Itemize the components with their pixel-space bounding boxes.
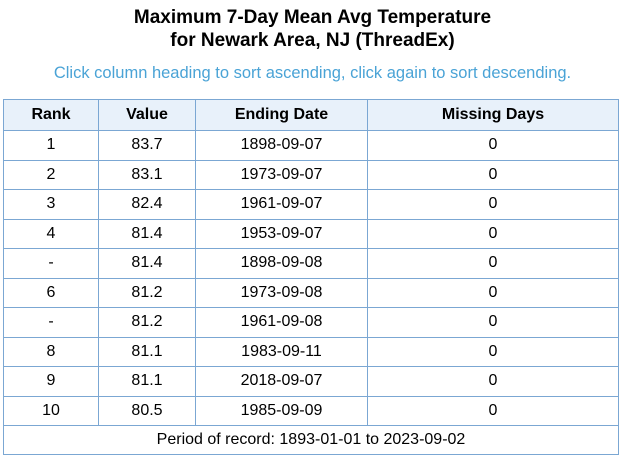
cell-value: 81.1: [98, 366, 196, 397]
cell-value: 82.4: [98, 189, 196, 220]
column-header-rank[interactable]: Rank: [3, 99, 99, 131]
cell-rank: 10: [3, 395, 99, 426]
cell-missing-days: 0: [367, 336, 619, 367]
table-row: 4 81.4 1953-09-07 0: [3, 218, 619, 249]
cell-rank: -: [3, 307, 99, 338]
table-row: -81.2 1961-09-08 0: [3, 307, 619, 338]
page-title: Maximum 7-Day Mean Avg Temperature for N…: [0, 6, 625, 52]
footer-row: Period of record: 1893-01-01 to 2023-09-…: [3, 425, 619, 455]
cell-value: 80.5: [98, 395, 196, 426]
cell-value: 81.4: [98, 218, 196, 249]
cell-ending-date: 1898-09-08: [195, 248, 368, 279]
table-row: 6 81.2 1973-09-08 0: [3, 277, 619, 308]
cell-ending-date: 1973-09-07: [195, 159, 368, 190]
cell-missing-days: 0: [367, 248, 619, 279]
records-table: Rank Value Ending Date Missing Days 1 83.…: [3, 99, 619, 455]
column-header-value[interactable]: Value: [98, 99, 196, 131]
cell-value: 81.1: [98, 336, 196, 367]
table-row: 10 80.5 1985-09-09 0: [3, 395, 619, 426]
cell-rank: 6: [3, 277, 99, 308]
table-row: 8 81.1 1983-09-11 0: [3, 336, 619, 367]
cell-missing-days: 0: [367, 395, 619, 426]
cell-missing-days: 0: [367, 307, 619, 338]
cell-missing-days: 0: [367, 218, 619, 249]
cell-missing-days: 0: [367, 159, 619, 190]
table-row: 3 82.4 1961-09-07 0: [3, 189, 619, 220]
cell-rank: 8: [3, 336, 99, 367]
table-row: 9 81.1 2018-09-07 0: [3, 366, 619, 397]
cell-ending-date: 1961-09-08: [195, 307, 368, 338]
table-row: -81.4 1898-09-08 0: [3, 248, 619, 279]
sort-instructions: Click column heading to sort ascending, …: [53, 64, 572, 82]
cell-rank: -: [3, 248, 99, 279]
cell-ending-date: 1983-09-11: [195, 336, 368, 367]
cell-value: 81.2: [98, 307, 196, 338]
title-line-2: for Newark Area, NJ (ThreadEx): [170, 30, 455, 51]
cell-rank: 3: [3, 189, 99, 220]
cell-ending-date: 1898-09-07: [195, 130, 368, 161]
period-of-record: Period of record: 1893-01-01 to 2023-09-…: [3, 425, 619, 455]
cell-value: 83.7: [98, 130, 196, 161]
cell-rank: 2: [3, 159, 99, 190]
cell-ending-date: 1973-09-08: [195, 277, 368, 308]
table-row: 1 83.7 1898-09-07 0: [3, 130, 619, 161]
cell-missing-days: 0: [367, 277, 619, 308]
cell-value: 81.2: [98, 277, 196, 308]
cell-ending-date: 1961-09-07: [195, 189, 368, 220]
table-row: 2 83.1 1973-09-07 0: [3, 159, 619, 190]
header-row: Rank Value Ending Date Missing Days: [3, 99, 619, 131]
cell-rank: 4: [3, 218, 99, 249]
cell-value: 81.4: [98, 248, 196, 279]
column-header-missing-days[interactable]: Missing Days: [367, 99, 619, 131]
table-body: 1 83.7 1898-09-07 0 2 83.1 1973-09-07 0 3 82.4 196…: [3, 130, 619, 426]
title-line-1: Maximum 7-Day Mean Avg Temperature: [133, 7, 492, 28]
cell-ending-date: 1953-09-07: [195, 218, 368, 249]
cell-value: 83.1: [98, 159, 196, 190]
cell-rank: 1: [3, 130, 99, 161]
cell-ending-date: 1985-09-09: [195, 395, 368, 426]
cell-ending-date: 2018-09-07: [195, 366, 368, 397]
cell-missing-days: 0: [367, 366, 619, 397]
cell-missing-days: 0: [367, 189, 619, 220]
cell-missing-days: 0: [367, 130, 619, 161]
column-header-ending-date[interactable]: Ending Date: [195, 99, 368, 131]
cell-rank: 9: [3, 366, 99, 397]
